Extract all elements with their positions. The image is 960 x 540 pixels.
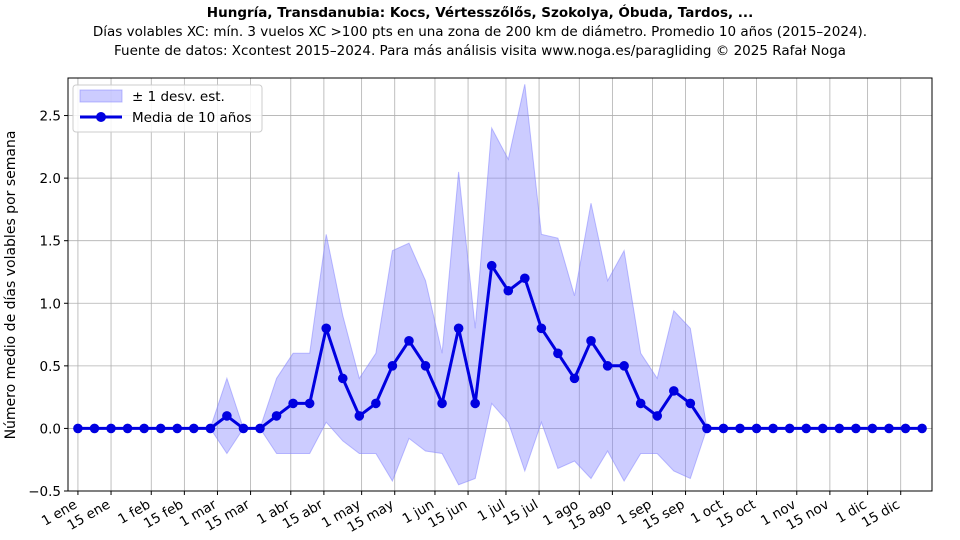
mean-point <box>702 423 712 434</box>
mean-point <box>222 411 232 421</box>
y-tick-label: 1.5 <box>40 234 61 250</box>
mean-point <box>751 423 762 434</box>
mean-line <box>77 264 923 430</box>
mean-point <box>188 423 199 434</box>
mean-point <box>619 361 629 371</box>
mean-point <box>420 361 431 371</box>
y-axis: −0.5 0.0 0.5 1.0 1.5 2.0 2.5 <box>28 109 68 500</box>
mean-point <box>122 423 133 434</box>
mean-point <box>668 386 679 396</box>
legend-line-label: Media de 10 años <box>132 110 252 126</box>
legend-band-swatch <box>79 89 123 103</box>
legend-band-label: ± 1 desv. est. <box>132 89 225 105</box>
mean-point <box>586 336 596 346</box>
mean-point <box>470 398 480 409</box>
legend-box <box>72 84 263 133</box>
y-tick-label: 0.5 <box>40 359 61 375</box>
mean-point <box>73 423 83 434</box>
mean-point <box>106 423 116 434</box>
mean-point <box>801 423 812 434</box>
chart-subtitle: Días volables XC: mín. 3 vuelos XC >100 … <box>92 24 868 40</box>
std-band <box>77 84 923 486</box>
mean-point <box>139 423 149 434</box>
std-band-layer <box>77 84 923 486</box>
mean-point <box>735 423 745 434</box>
y-tick-label: 2.0 <box>40 171 61 187</box>
mean-point <box>685 398 696 409</box>
mean-point <box>784 423 795 434</box>
x-tick-label: 15 oct <box>714 497 759 532</box>
mean-point <box>387 361 398 371</box>
mean-point <box>851 423 861 434</box>
chart-title: Hungría, Transdanubia: Kocs, Vértesszőlő… <box>206 5 754 21</box>
mean-point <box>834 423 845 434</box>
y-tick-label: 1.0 <box>40 296 61 312</box>
mean-point <box>288 398 298 409</box>
plot-frame <box>67 77 933 492</box>
mean-point <box>900 423 911 434</box>
mean-point <box>486 260 497 271</box>
mean-point <box>536 323 547 334</box>
mean-point <box>205 423 216 434</box>
mean-point <box>255 423 265 434</box>
y-tick-label: −0.5 <box>28 484 61 500</box>
mean-point <box>503 285 514 296</box>
mean-point <box>271 411 282 421</box>
legend: ± 1 desv. est. Media de 10 años <box>72 84 263 133</box>
mean-point <box>321 323 332 334</box>
mean-point <box>768 423 778 434</box>
x-tick-label: 15 jun <box>425 497 470 532</box>
mean-point <box>453 323 464 334</box>
mean-point <box>371 398 381 409</box>
mean-point <box>437 398 447 409</box>
chart-source: Fuente de datos: Xcontest 2015–2024. Par… <box>114 43 846 59</box>
mean-point <box>917 423 927 434</box>
x-tick-label: 15 jul <box>501 497 542 530</box>
x-tick-label: 15 dic <box>859 497 903 531</box>
mean-point <box>652 411 663 421</box>
y-axis-label: Número medio de días volables por semana <box>3 131 19 440</box>
mean-point <box>520 273 530 284</box>
mean-point <box>172 423 183 434</box>
mean-point <box>238 423 249 434</box>
mean-point <box>404 336 414 346</box>
mean-point <box>884 423 894 434</box>
mean-point <box>602 361 613 371</box>
mean-point <box>553 348 563 359</box>
y-tick-label: 2.5 <box>40 109 61 125</box>
legend-line-marker <box>96 112 106 122</box>
mean-point <box>718 423 729 434</box>
mean-point <box>89 423 100 434</box>
mean-point <box>635 398 646 409</box>
mean-point <box>337 373 348 384</box>
mean-point <box>569 373 580 384</box>
y-tick-label: 0.0 <box>40 421 61 437</box>
mean-point <box>354 411 365 421</box>
series-layer <box>73 260 927 434</box>
mean-point <box>304 398 315 409</box>
chart-titles: Hungría, Transdanubia: Kocs, Vértesszőlő… <box>0 4 960 61</box>
mean-point <box>155 423 166 434</box>
mean-point <box>867 423 878 434</box>
mean-point <box>817 423 828 434</box>
